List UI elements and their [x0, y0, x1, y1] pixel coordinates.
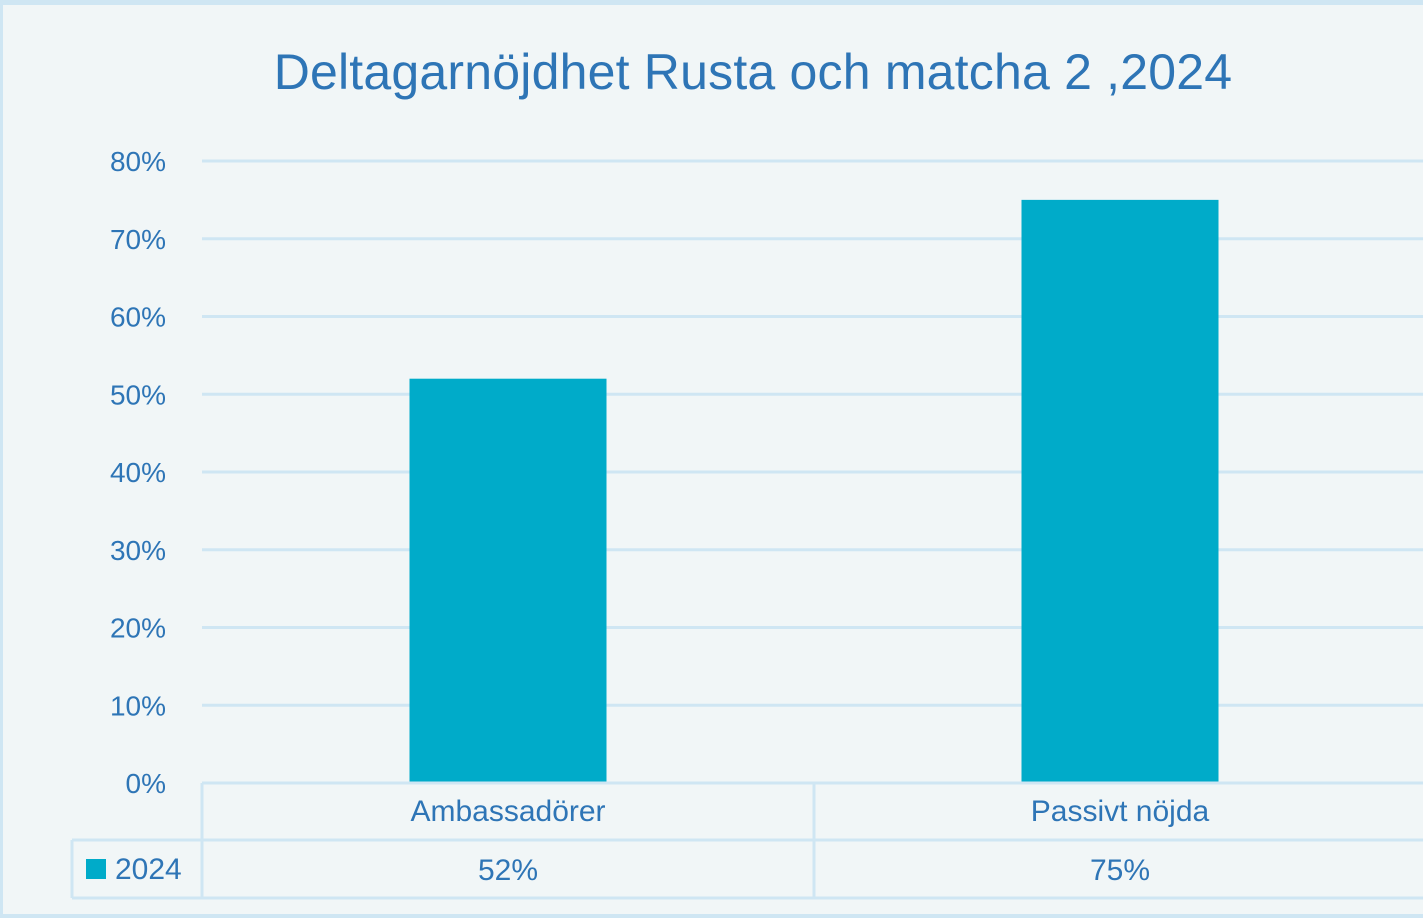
data-table-value: 52%	[478, 854, 538, 887]
legend-swatch	[86, 859, 106, 879]
chart-title: Deltagarnöjdhet Rusta och matcha 2 ,2024	[273, 44, 1233, 100]
y-tick-label: 80%	[110, 146, 166, 177]
x-category-label: Ambassadörer	[410, 795, 605, 828]
y-tick-label: 70%	[110, 224, 166, 255]
data-table-value: 75%	[1090, 854, 1150, 887]
y-tick-label: 60%	[110, 302, 166, 333]
y-tick-label: 0%	[126, 768, 166, 799]
bar	[1021, 199, 1219, 783]
y-tick-label: 40%	[110, 457, 166, 488]
y-tick-label: 10%	[110, 690, 166, 721]
chart-plot: 0% 10% 20% 30% 40% 50% 60% 70% 80% Ambassadörer Pa…	[70, 146, 1423, 900]
y-tick-label: 20%	[110, 613, 166, 644]
legend-series-name: 2024	[115, 853, 182, 886]
y-tick-label: 30%	[110, 535, 166, 566]
x-category-label: Passivt nöjda	[1031, 795, 1210, 828]
bar	[409, 378, 607, 783]
y-tick-label: 50%	[110, 379, 166, 410]
